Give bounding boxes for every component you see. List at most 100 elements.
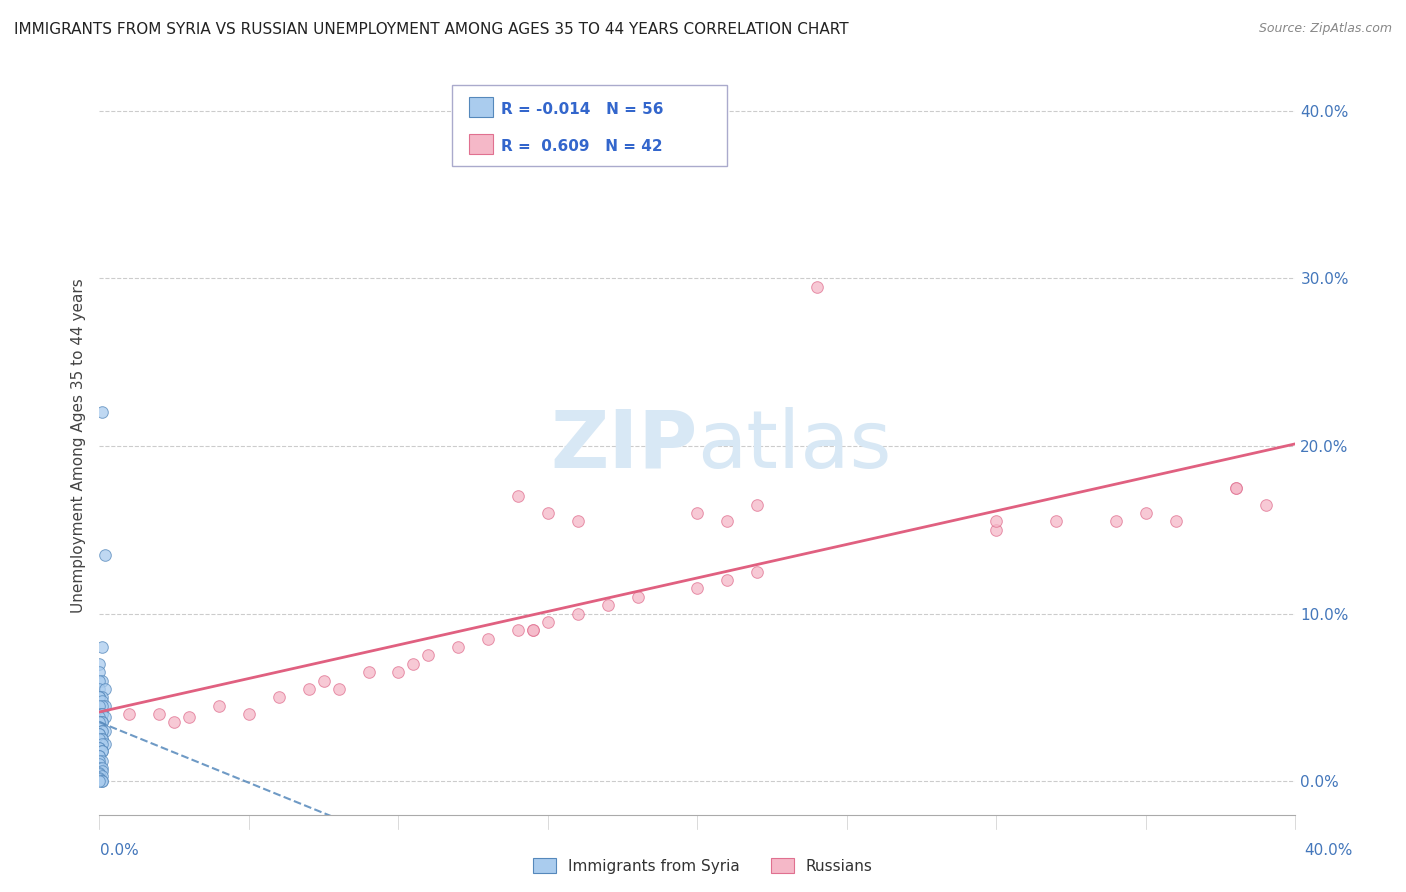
Point	[118, 706, 141, 721]
Point	[94, 710, 117, 724]
Point	[91, 405, 114, 419]
Point	[91, 715, 114, 730]
Point	[91, 764, 114, 778]
Point	[94, 698, 117, 713]
Point	[94, 548, 117, 562]
Point	[89, 774, 111, 789]
Point	[91, 754, 114, 768]
Point	[91, 698, 114, 713]
Point	[91, 690, 114, 705]
Point	[418, 648, 440, 663]
Point	[267, 690, 290, 705]
Point	[522, 624, 544, 638]
Point	[91, 732, 114, 747]
Point	[1225, 481, 1247, 495]
Point	[596, 598, 619, 612]
Text: 40.0%: 40.0%	[1305, 843, 1353, 858]
Point	[89, 754, 111, 768]
Point	[986, 523, 1008, 537]
Point	[1105, 515, 1128, 529]
Point	[89, 690, 111, 705]
Point	[89, 710, 111, 724]
Point	[537, 615, 560, 629]
Point	[506, 489, 529, 503]
Point	[89, 765, 111, 780]
Point	[747, 498, 769, 512]
Point	[89, 727, 111, 741]
Point	[1225, 481, 1247, 495]
Text: Source: ZipAtlas.com: Source: ZipAtlas.com	[1258, 22, 1392, 36]
Point	[986, 515, 1008, 529]
Text: ZIP: ZIP	[550, 407, 697, 485]
Point	[179, 710, 201, 724]
Point	[806, 280, 828, 294]
Point	[89, 748, 111, 763]
Point	[716, 515, 738, 529]
FancyBboxPatch shape	[470, 134, 494, 154]
Point	[747, 565, 769, 579]
Point	[716, 573, 738, 587]
Point	[94, 681, 117, 696]
Point	[238, 706, 260, 721]
Point	[506, 624, 529, 638]
Point	[91, 732, 114, 747]
Point	[89, 681, 111, 696]
Point	[89, 715, 111, 730]
Point	[91, 715, 114, 730]
Point	[89, 673, 111, 688]
Point	[1254, 498, 1277, 512]
Point	[1135, 506, 1157, 520]
Point	[567, 515, 589, 529]
Point	[91, 774, 114, 789]
Point	[91, 706, 114, 721]
Point	[328, 681, 350, 696]
Point	[91, 761, 114, 775]
Point	[91, 744, 114, 758]
Point	[94, 737, 117, 751]
Point	[89, 740, 111, 755]
Point	[89, 727, 111, 741]
FancyBboxPatch shape	[470, 97, 494, 117]
Point	[89, 761, 111, 775]
Point	[91, 723, 114, 738]
Point	[89, 657, 111, 671]
Point	[89, 740, 111, 755]
Point	[627, 590, 650, 604]
Point	[91, 706, 114, 721]
Point	[298, 681, 321, 696]
Point	[312, 673, 335, 688]
Point	[91, 693, 114, 707]
Point	[402, 657, 425, 671]
Point	[91, 640, 114, 654]
Point	[208, 698, 231, 713]
Point	[89, 748, 111, 763]
Point	[89, 771, 111, 785]
Point	[89, 757, 111, 772]
Point	[89, 715, 111, 730]
Point	[1164, 515, 1187, 529]
Point	[522, 624, 544, 638]
Point	[89, 698, 111, 713]
Point	[89, 665, 111, 680]
Point	[89, 772, 111, 787]
Point	[89, 732, 111, 747]
Point	[567, 607, 589, 621]
Text: R =  0.609   N = 42: R = 0.609 N = 42	[502, 138, 662, 153]
Text: atlas: atlas	[697, 407, 891, 485]
Point	[148, 706, 170, 721]
Point	[91, 673, 114, 688]
Point	[447, 640, 470, 654]
Point	[686, 506, 709, 520]
Point	[1045, 515, 1067, 529]
Point	[89, 721, 111, 735]
Point	[357, 665, 380, 680]
Point	[91, 737, 114, 751]
Point	[89, 706, 111, 721]
Point	[163, 715, 186, 730]
Point	[89, 690, 111, 705]
FancyBboxPatch shape	[453, 85, 727, 166]
Text: IMMIGRANTS FROM SYRIA VS RUSSIAN UNEMPLOYMENT AMONG AGES 35 TO 44 YEARS CORRELAT: IMMIGRANTS FROM SYRIA VS RUSSIAN UNEMPLO…	[14, 22, 849, 37]
Y-axis label: Unemployment Among Ages 35 to 44 years: Unemployment Among Ages 35 to 44 years	[72, 278, 86, 614]
Legend: Immigrants from Syria, Russians: Immigrants from Syria, Russians	[527, 852, 879, 880]
Text: 0.0%: 0.0%	[100, 843, 139, 858]
